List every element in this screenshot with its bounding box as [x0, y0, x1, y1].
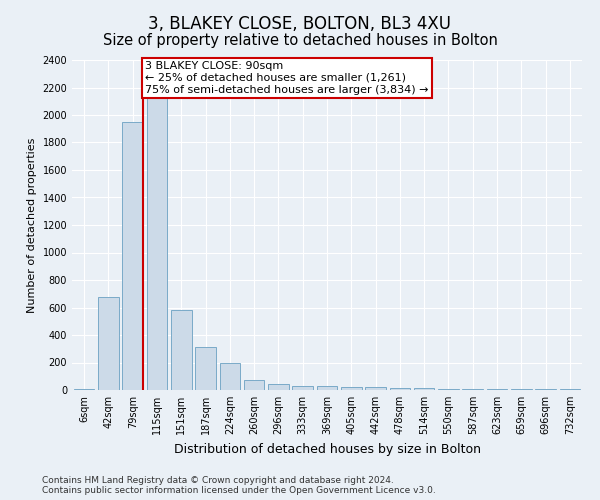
Bar: [146, 89, 167, 390]
X-axis label: Distribution of detached houses by size in Bolton: Distribution of detached houses by size …: [173, 442, 481, 456]
Bar: [122, 122, 143, 390]
Bar: [171, 310, 191, 390]
Y-axis label: Number of detached properties: Number of detached properties: [27, 138, 37, 312]
Bar: [98, 296, 119, 390]
Text: Size of property relative to detached houses in Bolton: Size of property relative to detached ho…: [103, 32, 497, 48]
Bar: [414, 388, 434, 390]
Bar: [268, 384, 289, 390]
Bar: [317, 386, 337, 390]
Bar: [220, 362, 240, 390]
Text: 3 BLAKEY CLOSE: 90sqm
← 25% of detached houses are smaller (1,261)
75% of semi-d: 3 BLAKEY CLOSE: 90sqm ← 25% of detached …: [145, 62, 429, 94]
Bar: [365, 387, 386, 390]
Bar: [463, 389, 483, 390]
Bar: [341, 386, 362, 390]
Bar: [389, 388, 410, 390]
Bar: [487, 389, 508, 390]
Text: Contains HM Land Registry data © Crown copyright and database right 2024.
Contai: Contains HM Land Registry data © Crown c…: [42, 476, 436, 495]
Bar: [195, 348, 216, 390]
Text: 3, BLAKEY CLOSE, BOLTON, BL3 4XU: 3, BLAKEY CLOSE, BOLTON, BL3 4XU: [149, 15, 452, 33]
Bar: [244, 380, 265, 390]
Bar: [292, 386, 313, 390]
Bar: [438, 388, 459, 390]
